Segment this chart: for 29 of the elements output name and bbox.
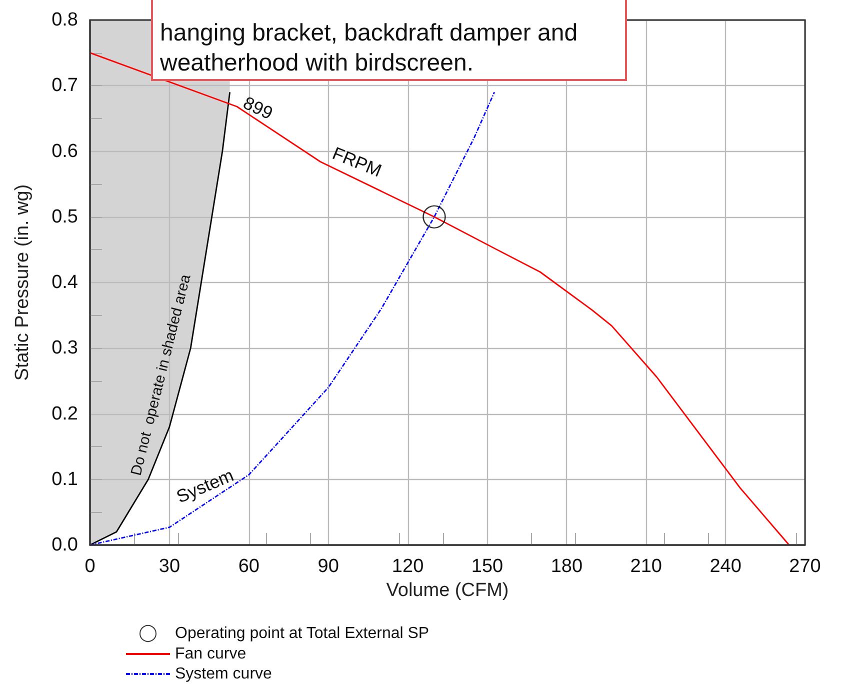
- x-axis-title: Volume (CFM): [386, 580, 509, 601]
- y-tick-label: 0.8: [52, 10, 78, 30]
- y-tick-label: 0.3: [52, 338, 78, 359]
- y-tick-label: 0.1: [52, 468, 78, 490]
- annotation: FRPM: [330, 143, 384, 181]
- line-series: [89, 52, 790, 546]
- line-series: [89, 91, 496, 546]
- y-tick-label: 0.4: [52, 272, 78, 293]
- x-tick-label: 0: [84, 556, 96, 577]
- x-tick-label: 270: [789, 556, 821, 577]
- x-tick-label: 210: [630, 556, 662, 577]
- y-tick-label: 0.2: [52, 403, 78, 424]
- x-tick-label: 150: [471, 556, 504, 577]
- x-tick-label: 120: [392, 556, 424, 577]
- x-tick-label: 240: [710, 556, 742, 577]
- y-tick-label: 0.5: [52, 206, 78, 228]
- x-tick-label: 60: [238, 556, 260, 577]
- legend-label: System curve: [175, 666, 272, 682]
- legend-label: Operating point at Total External SP: [175, 625, 430, 642]
- legend-label: Fan curve: [175, 646, 246, 662]
- y-tick-label: 0.7: [52, 75, 78, 96]
- annotation: 899: [240, 92, 276, 124]
- x-tick-label: 90: [318, 556, 339, 577]
- y-tick-label: 0.0: [52, 534, 78, 556]
- y-tick-label: 0.6: [52, 140, 78, 162]
- annotation: hanging bracket, backdraft damper and weatherhood with birdscreen.: [159, 20, 584, 76]
- x-tick-label: 180: [550, 556, 583, 577]
- x-tick-label: 30: [158, 556, 180, 577]
- y-axis-title: Static Pressure (in. wg): [12, 184, 33, 381]
